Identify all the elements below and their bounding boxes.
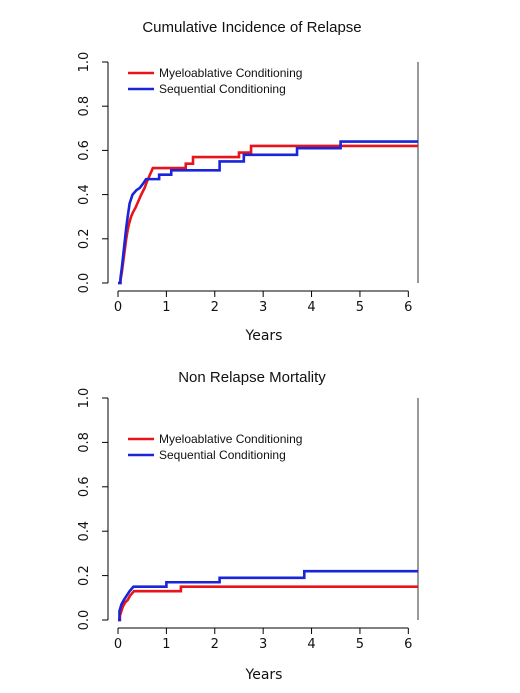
- x-tick-label: 0: [114, 637, 122, 652]
- x-tick-label: 4: [307, 300, 315, 315]
- y-tick-label: 0.6: [77, 476, 92, 497]
- x-tick-label: 1: [162, 637, 170, 652]
- series-line-sequential: [118, 140, 418, 285]
- panel-mortality: Non Relapse Mortality Years Myeloablativ…: [77, 369, 419, 683]
- plot-area-mortality: 0 1 2 3 4 5 6 0.0 0.2 0.4 0.6 0.8 1.0: [77, 388, 419, 652]
- x-tick-label: 5: [356, 300, 364, 315]
- y-tick-label: 0.2: [77, 565, 92, 586]
- y-tick-label: 0.6: [77, 140, 92, 161]
- x-tick-label: 1: [162, 300, 170, 315]
- y-tick-label: 0.2: [77, 228, 92, 249]
- x-tick-label: 3: [259, 637, 267, 652]
- chart-title: Non Relapse Mortality: [178, 369, 326, 386]
- x-tick-label: 6: [404, 637, 412, 652]
- panel-relapse: Cumulative Incidence of Relapse Years My…: [77, 19, 419, 344]
- x-tick-label: 2: [211, 300, 219, 315]
- legend: Myeloablative Conditioning Sequential Co…: [128, 66, 302, 96]
- y-tick-label: 0.4: [77, 521, 92, 542]
- x-tick-label: 6: [404, 300, 412, 315]
- legend: Myeloablative Conditioning Sequential Co…: [128, 432, 302, 462]
- legend-label-sequential: Sequential Conditioning: [159, 82, 286, 96]
- legend-label-sequential: Sequential Conditioning: [159, 448, 286, 462]
- series-line-myeloablative: [118, 585, 418, 622]
- y-tick-label: 0.0: [77, 610, 92, 631]
- chart-title: Cumulative Incidence of Relapse: [142, 19, 361, 36]
- x-tick-label: 3: [259, 300, 267, 315]
- series-line-myeloablative: [118, 144, 418, 285]
- x-axis-label: Years: [245, 667, 283, 683]
- y-tick-label: 0.8: [77, 432, 92, 453]
- x-tick-label: 2: [211, 637, 219, 652]
- y-tick-label: 1.0: [77, 52, 92, 73]
- y-tick-label: 0.8: [77, 96, 92, 117]
- y-tick-label: 0.0: [77, 273, 92, 294]
- y-tick-label: 0.4: [77, 184, 92, 205]
- y-tick-label: 1.0: [77, 388, 92, 409]
- plot-area-relapse: 0 1 2 3 4 5 6 0.0 0.2 0.4 0.6 0.8 1.0: [77, 52, 419, 315]
- series-line-sequential: [118, 569, 418, 622]
- x-tick-label: 0: [114, 300, 122, 315]
- legend-label-myeloablative: Myeloablative Conditioning: [159, 432, 302, 446]
- x-tick-label: 4: [307, 637, 315, 652]
- legend-label-myeloablative: Myeloablative Conditioning: [159, 66, 302, 80]
- x-axis-label: Years: [245, 328, 283, 344]
- x-tick-label: 5: [356, 637, 364, 652]
